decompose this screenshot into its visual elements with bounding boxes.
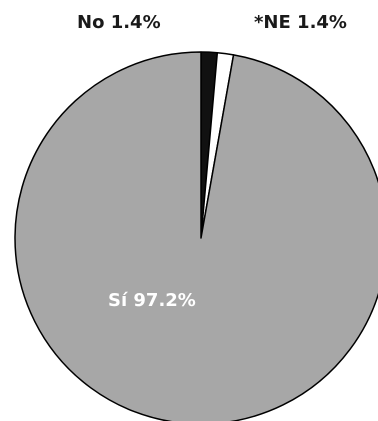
pie-slice-si bbox=[14, 51, 378, 421]
pie-slices bbox=[14, 51, 378, 421]
slice-label-ne: *NE 1.4% bbox=[254, 12, 347, 33]
slice-label-si: Sí 97.2% bbox=[108, 290, 196, 311]
slice-label-no: No 1.4% bbox=[77, 12, 161, 33]
